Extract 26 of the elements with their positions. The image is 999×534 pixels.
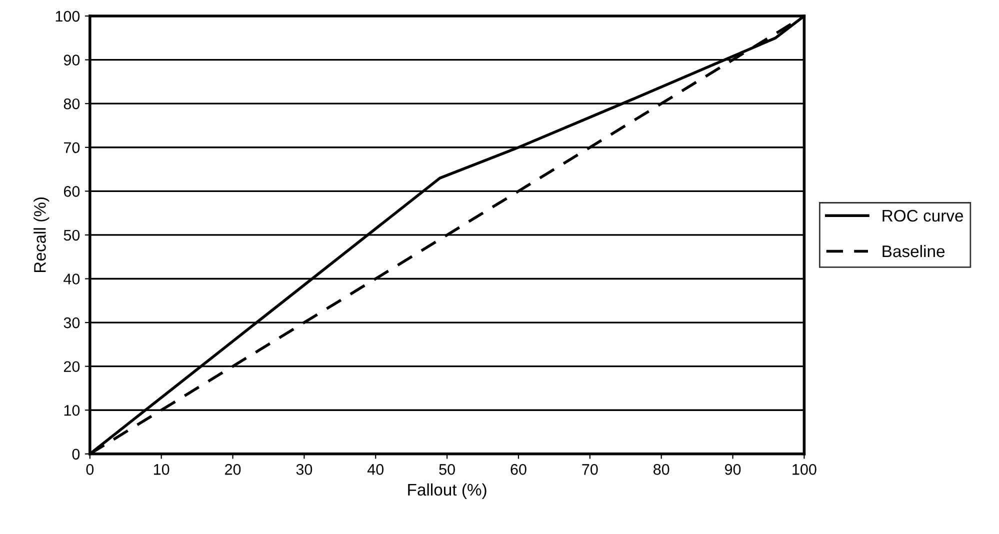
- x-tick-label: 90: [724, 464, 741, 475]
- x-tick-label: 70: [582, 464, 598, 475]
- x-axis-title: Fallout (%): [408, 483, 486, 499]
- x-tick-label: 30: [296, 464, 312, 475]
- y-tick-label: 90: [64, 54, 80, 66]
- y-tick-label: 40: [64, 274, 80, 284]
- legend-label: Baseline: [882, 244, 945, 258]
- x-tick-label: 50: [439, 464, 455, 475]
- y-tick-label: 50: [64, 230, 80, 241]
- y-tick-label: 100: [56, 10, 80, 22]
- x-tick-label: 80: [654, 464, 670, 475]
- legend-label: ROC curve: [882, 210, 964, 222]
- x-tick-label: 10: [154, 464, 170, 475]
- y-tick-label: 80: [64, 98, 80, 110]
- x-tick-label: 60: [510, 464, 526, 475]
- y-tick-label: 10: [64, 404, 80, 416]
- x-tick-label: 40: [367, 464, 384, 475]
- x-tick-label: 20: [225, 464, 241, 475]
- y-tick-label: 30: [64, 317, 80, 328]
- y-tick-label: 70: [64, 142, 80, 154]
- y-tick-label: 60: [64, 186, 80, 197]
- y-tick-label: 20: [64, 361, 80, 372]
- x-tick-label: 100: [792, 464, 816, 475]
- y-tick-label: 0: [72, 448, 80, 460]
- x-tick-label: 0: [86, 464, 94, 475]
- y-axis-title: Recall (%): [34, 198, 50, 272]
